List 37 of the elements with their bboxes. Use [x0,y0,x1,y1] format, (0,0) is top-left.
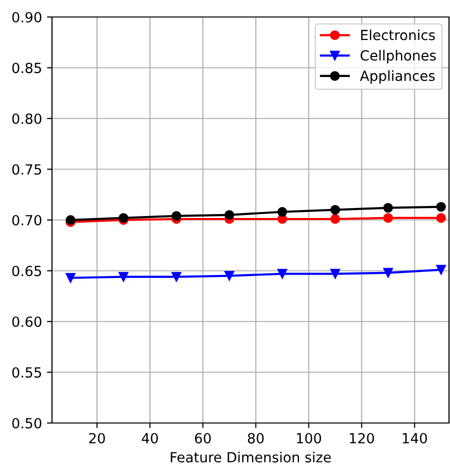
y-tick-label: 0.50 [12,418,42,428]
x-tick-label: 80 [248,432,264,444]
x-tick-label: 40 [142,432,158,444]
y-tick-label: 0.80 [12,113,42,124]
y-tick-label: 0.60 [12,316,42,327]
legend-label: Appliances [360,70,435,84]
x-axis-title: Feature Dimension size [170,452,331,462]
x-tick-label: 100 [296,432,322,444]
y-tick-label: 0.70 [12,214,42,226]
point [224,210,234,220]
point [118,272,128,282]
point [66,272,76,283]
y-tick-label: 0.65 [12,266,42,276]
point [277,268,288,279]
y-tick-label: 0.90 [12,12,42,22]
point [330,268,340,279]
point [436,264,446,275]
point [224,270,234,281]
y-tick-label: 0.85 [12,62,42,74]
x-tick-label: 60 [194,432,211,444]
point [436,202,446,212]
point [383,268,393,278]
point [330,214,340,224]
point [330,204,340,215]
point [277,207,288,217]
point [172,272,182,282]
point [383,213,393,223]
legend-label: Cellphones [360,50,436,64]
point [436,213,446,223]
legend-label: Electronics [361,30,435,40]
x-tick-label: 140 [402,432,427,444]
point [172,211,182,221]
y-tick-label: 0.75 [12,164,42,175]
y-tick-label: 0.55 [12,367,42,378]
x-tick-label: 120 [350,432,374,444]
x-tick-label: 20 [89,432,105,444]
point [383,202,393,213]
